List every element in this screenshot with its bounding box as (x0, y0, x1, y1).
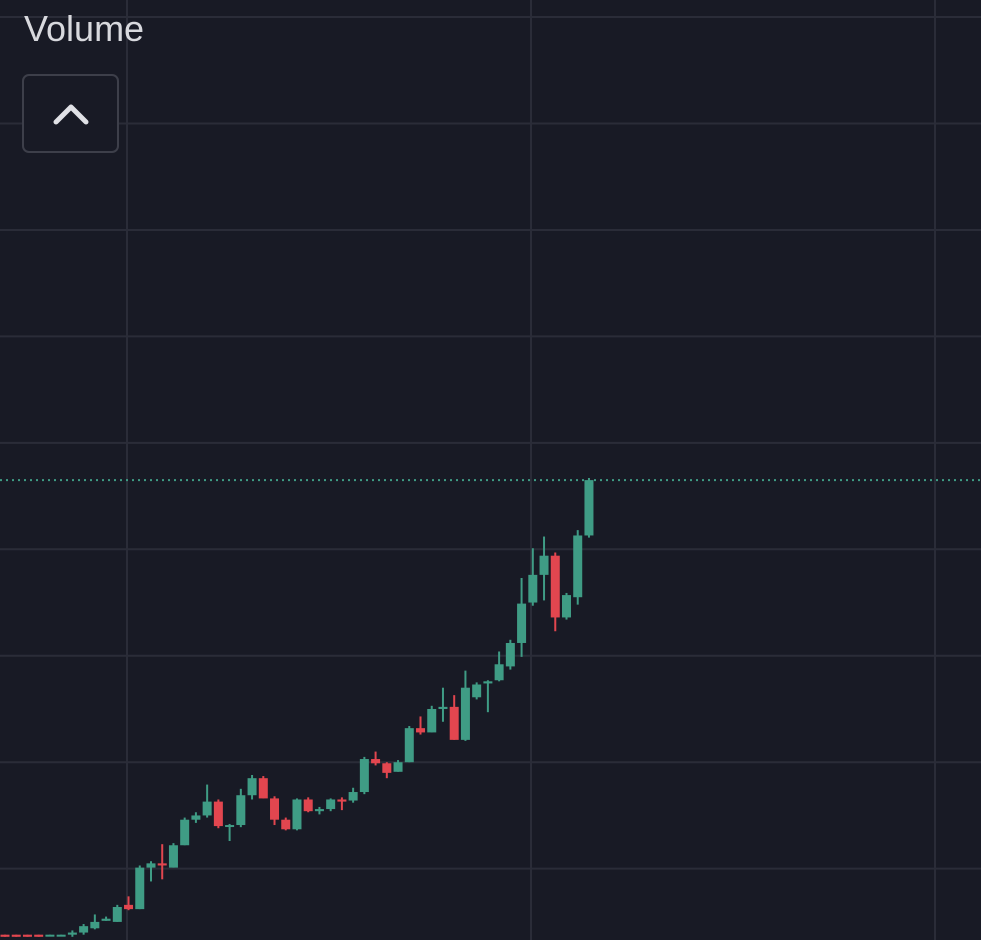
candle-body (90, 921, 100, 929)
candle-body (56, 934, 66, 937)
candle-body (124, 904, 134, 910)
candle-body (550, 555, 560, 618)
candle-body (573, 535, 583, 598)
candle-body (180, 819, 190, 846)
candle-body (258, 778, 268, 799)
candle-body (292, 799, 302, 830)
candle-body (449, 706, 459, 740)
candle-body (326, 799, 336, 810)
candle-body (67, 932, 77, 935)
candle-body (460, 687, 470, 740)
candle-body (281, 819, 291, 830)
candle-body (348, 792, 358, 801)
candle-body (371, 759, 381, 764)
candle-body (270, 798, 280, 820)
candle-body (359, 759, 369, 793)
candle-body (236, 795, 246, 826)
candle-body (225, 825, 235, 828)
candle-body (22, 934, 32, 937)
candle-body (157, 863, 167, 866)
candle-body (539, 555, 549, 575)
candle-body (146, 863, 156, 868)
candle-body (135, 867, 145, 910)
candle-body (427, 708, 437, 733)
chevron-icon (53, 104, 89, 125)
candle-body (11, 934, 21, 937)
candle-body (393, 762, 403, 772)
candle-body (584, 480, 594, 536)
candle-body (438, 706, 448, 709)
candle-body (303, 799, 313, 812)
candle-body (34, 934, 44, 937)
candle-body (202, 801, 212, 816)
candle-body (505, 642, 515, 667)
candle-body (416, 728, 426, 733)
candle-body (247, 778, 257, 796)
candle-body (191, 815, 201, 820)
candle-body (562, 595, 571, 618)
candle-body (494, 664, 504, 681)
candle-body (213, 801, 223, 827)
candle-body (112, 906, 122, 922)
candle-body (517, 603, 527, 643)
candle-body (528, 574, 538, 603)
candle-body (337, 799, 347, 802)
candle-body (79, 926, 89, 933)
candle-body (45, 934, 55, 937)
collapse-button[interactable] (22, 74, 119, 153)
candle-body (404, 728, 414, 763)
panel-title: Volume (24, 8, 145, 49)
candle-body (168, 845, 178, 868)
candle-body (382, 763, 392, 773)
candle-body (101, 918, 111, 921)
candle-body (314, 809, 324, 812)
candle-body (0, 934, 10, 937)
candle-body (483, 681, 493, 684)
candle-body (472, 684, 482, 698)
